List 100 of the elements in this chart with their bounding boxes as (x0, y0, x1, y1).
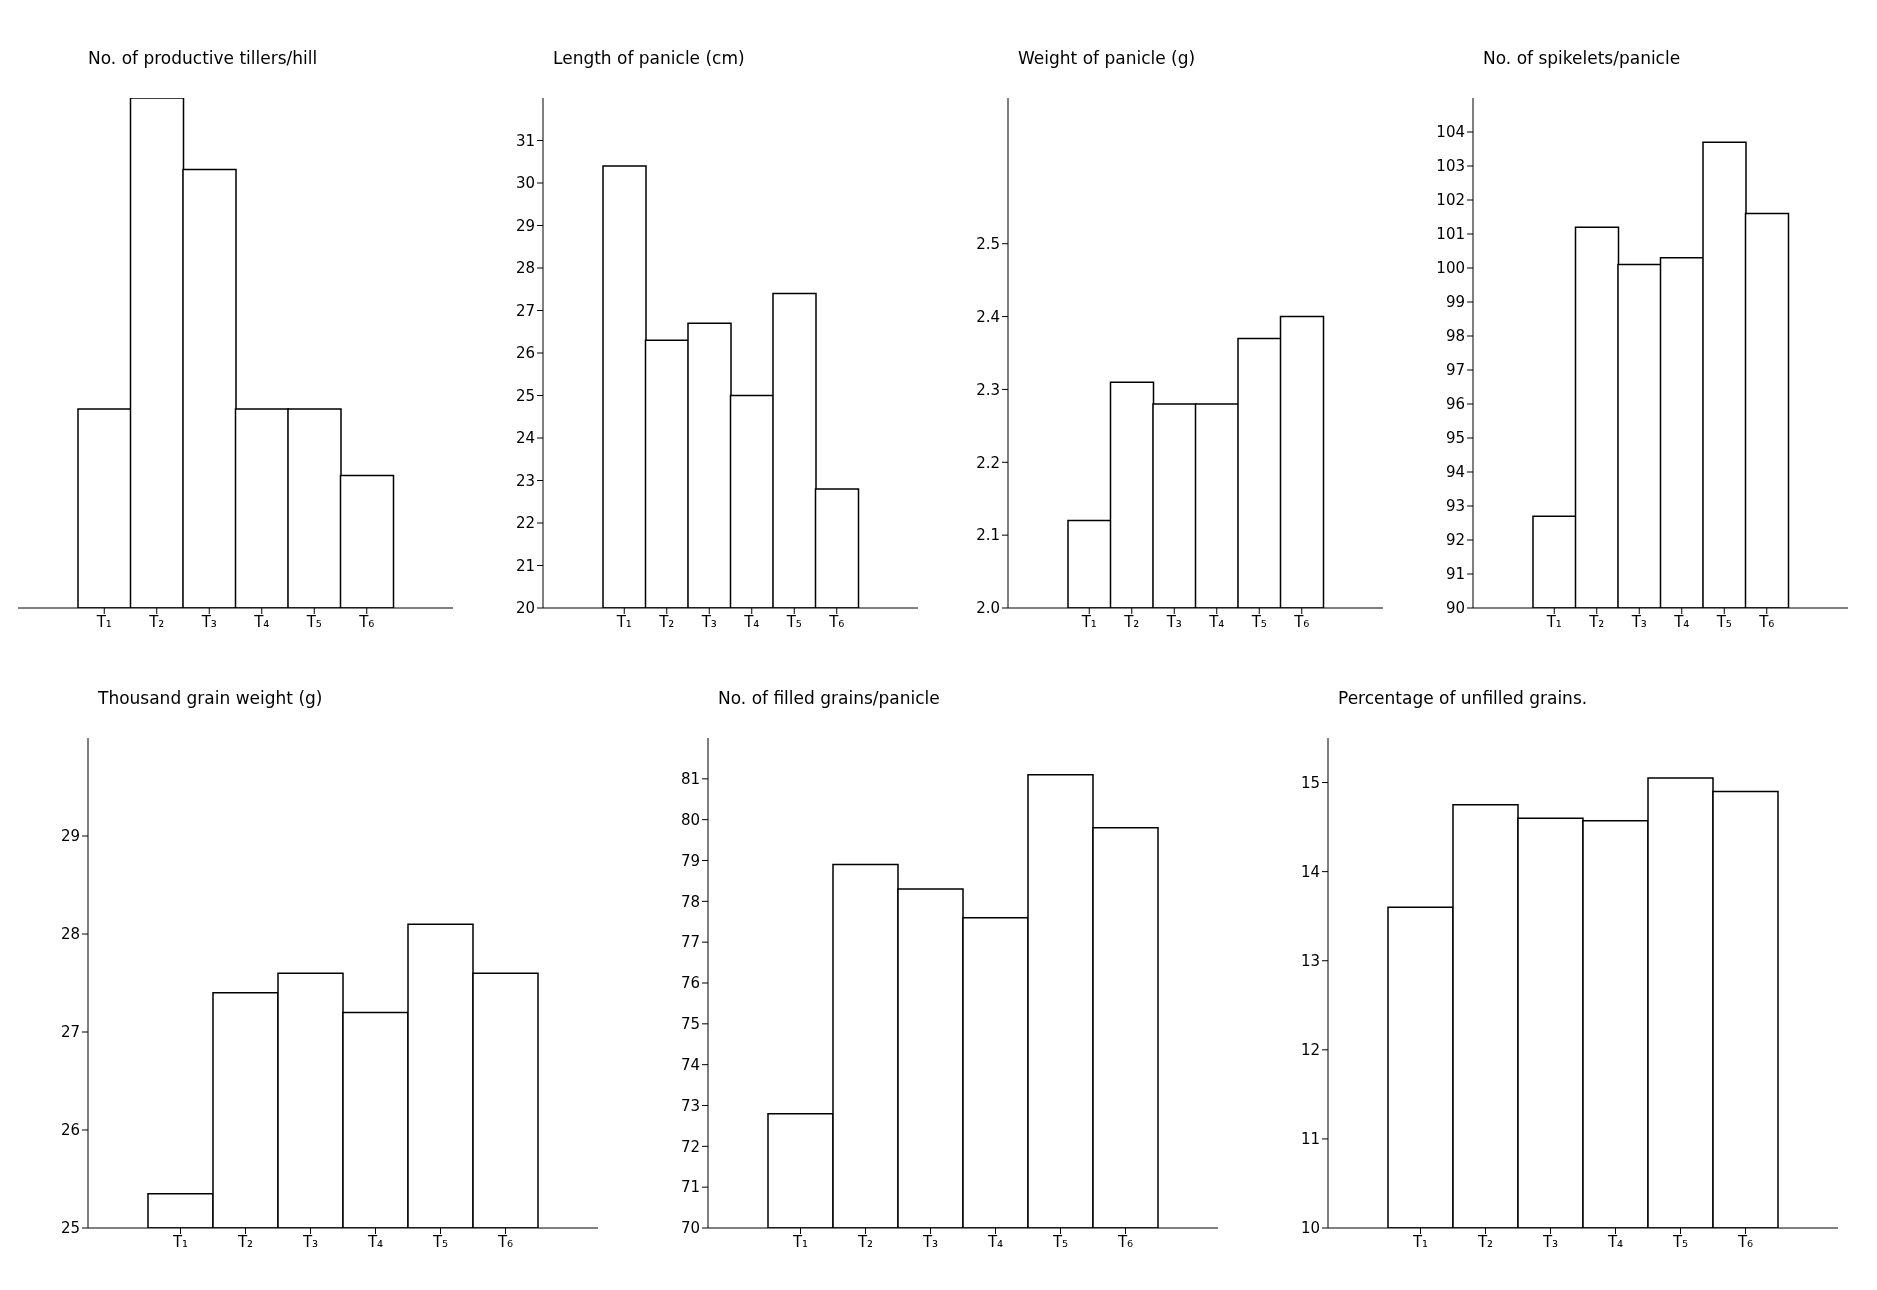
x-tick-label: T₂ (236, 1232, 254, 1251)
y-tick-label: 70 (680, 1219, 700, 1238)
y-tick-label: 25 (515, 386, 535, 405)
chart-title: Percentage of unfilled grains. (1338, 688, 1588, 708)
x-tick-label: T₁ (171, 1232, 189, 1251)
y-tick-label: 29 (60, 827, 80, 846)
x-tick-label: T₅ (1250, 612, 1267, 631)
y-tick-label: 104 (1436, 123, 1465, 142)
x-tick-label: T₃ (921, 1232, 939, 1251)
x-tick-label: T₅ (1051, 1232, 1069, 1251)
y-tick-label: 23 (515, 471, 535, 490)
y-tick-label: 2.4 (976, 307, 1000, 326)
y-tick-label: 15 (1300, 773, 1320, 792)
y-tick-label: 71 (680, 1178, 700, 1197)
x-tick-label: T₄ (1606, 1232, 1624, 1251)
y-tick-label: 102 (1436, 191, 1465, 210)
y-tick-label: 28 (60, 925, 80, 944)
y-tick-label: 91 (1445, 565, 1465, 584)
y-tick-label: 29 (515, 216, 535, 235)
y-tick-label: 103 (1436, 157, 1465, 176)
x-tick-label: T₂ (1123, 612, 1140, 631)
x-tick-label: T₆ (1758, 612, 1775, 631)
x-tick-label: T₅ (1715, 612, 1732, 631)
x-tick-label: T₆ (1293, 612, 1310, 631)
x-tick-label: T₄ (1673, 612, 1690, 631)
y-tick-label: 95 (1445, 429, 1465, 448)
y-tick-label: 98 (1445, 327, 1465, 346)
x-tick-label: T₅ (431, 1232, 449, 1251)
x-tick-label: T₃ (1165, 612, 1182, 631)
y-tick-label: 2.2 (976, 453, 1000, 472)
y-tick-label: 10 (1300, 1219, 1320, 1238)
y-tick-label: 2.1 (976, 526, 1000, 545)
x-tick-label: T₂ (1588, 612, 1605, 631)
y-tick-label: 21 (515, 556, 535, 575)
y-tick-label: 22 (515, 514, 535, 533)
y-tick-label: 2.0 (976, 599, 1000, 618)
y-tick-label: 27 (515, 301, 535, 320)
x-tick-label: T₃ (301, 1232, 319, 1251)
y-tick-label: 75 (680, 1015, 700, 1034)
x-tick-label: T₁ (615, 612, 632, 631)
x-tick-label: T₃ (1541, 1232, 1559, 1251)
x-tick-label: T₆ (1116, 1232, 1134, 1251)
y-tick-label: 12 (1300, 1041, 1320, 1060)
x-tick-label: T₅ (1671, 1232, 1689, 1251)
y-tick-label: 93 (1445, 497, 1465, 516)
x-tick-label: T₅ (305, 612, 322, 631)
y-tick-label: 28 (515, 259, 535, 278)
x-tick-label: T₂ (1476, 1232, 1494, 1251)
y-tick-label: 13 (1300, 952, 1320, 971)
chart-title: Thousand grain weight (g) (98, 688, 323, 708)
y-tick-label: 26 (60, 1121, 80, 1140)
x-tick-label: T₂ (658, 612, 675, 631)
x-tick-label: T₂ (856, 1232, 874, 1251)
x-tick-label: T₄ (366, 1232, 384, 1251)
chart-title: Weight of panicle (g) (1018, 48, 1196, 68)
y-tick-label: 100 (1436, 259, 1465, 278)
y-tick-label: 72 (680, 1137, 700, 1156)
chart-title: No. of filled grains/panicle (718, 688, 940, 708)
y-tick-label: 80 (680, 810, 700, 829)
y-tick-label: 96 (1445, 395, 1465, 414)
y-tick-label: 26 (515, 344, 535, 363)
chart-title: No. of productive tillers/hill (88, 48, 318, 68)
x-tick-label: T₁ (1411, 1232, 1429, 1251)
y-tick-label: 2.5 (976, 235, 1000, 254)
y-tick-label: 94 (1445, 463, 1465, 482)
x-tick-label: T₂ (148, 612, 165, 631)
x-tick-label: T₄ (986, 1232, 1004, 1251)
y-tick-label: 24 (515, 429, 535, 448)
x-tick-label: T₄ (743, 612, 760, 631)
y-tick-label: 73 (680, 1096, 700, 1115)
x-tick-label: T₃ (1630, 612, 1647, 631)
y-tick-label: 81 (680, 770, 700, 789)
x-tick-label: T₁ (791, 1232, 809, 1251)
x-tick-label: T₃ (700, 612, 717, 631)
y-tick-label: 77 (680, 933, 700, 952)
chart-title: No. of spikelets/panicle (1483, 48, 1681, 68)
x-tick-label: T₃ (200, 612, 217, 631)
x-tick-label: T₁ (95, 612, 112, 631)
y-tick-label: 79 (680, 851, 700, 870)
y-tick-label: 92 (1445, 531, 1465, 550)
x-tick-label: T₆ (1736, 1232, 1754, 1251)
y-tick-label: 76 (680, 974, 700, 993)
y-tick-label: 20 (515, 599, 535, 618)
y-tick-label: 74 (680, 1055, 700, 1074)
x-tick-label: T₆ (358, 612, 375, 631)
x-tick-label: T₁ (1545, 612, 1562, 631)
chart-title: Length of panicle (cm) (553, 48, 745, 68)
y-tick-label: 2.3 (976, 380, 1000, 399)
y-tick-label: 78 (680, 892, 700, 911)
x-tick-label: T₁ (1080, 612, 1097, 631)
y-tick-label: 25 (60, 1219, 80, 1238)
y-tick-label: 30 (515, 174, 535, 193)
x-tick-label: T₄ (253, 612, 270, 631)
y-tick-label: 99 (1445, 293, 1465, 312)
y-tick-label: 101 (1436, 225, 1465, 244)
y-tick-label: 27 (60, 1023, 80, 1042)
y-tick-label: 97 (1445, 361, 1465, 380)
y-tick-label: 14 (1300, 862, 1320, 881)
x-tick-label: T₆ (828, 612, 845, 631)
y-tick-label: 31 (515, 131, 535, 150)
